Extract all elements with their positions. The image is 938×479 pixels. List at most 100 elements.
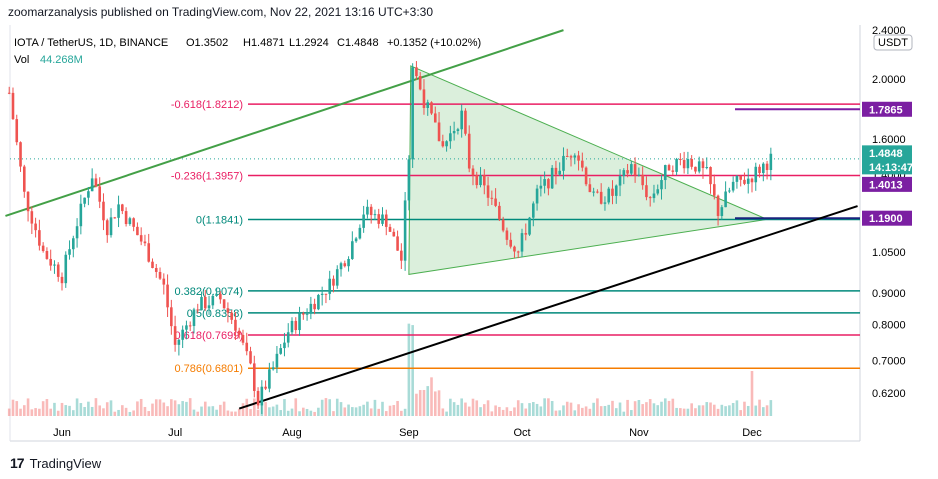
candle-body [332,278,335,286]
candle-body [697,161,701,172]
volume-bar [154,399,158,416]
volume-bar [290,408,294,416]
candle-body [437,122,441,142]
volume-bar [332,411,335,416]
volume-bar [222,401,226,416]
candle-body [592,191,595,193]
volume-bar [49,408,52,416]
volume-bar [532,402,535,416]
price-tick-label: 2.0000 [872,74,906,86]
candle-body [754,166,758,183]
volume-bar [109,400,113,416]
volume-bar [524,408,528,416]
fib-level-label: 0.786(0.6801) [175,363,244,375]
candle-body [305,313,309,315]
volume-bar [754,405,758,416]
volume-bar [622,411,626,416]
volume-bar [181,401,184,416]
candle-body [56,264,60,277]
candle-body [75,226,79,239]
candle-body [411,67,414,160]
volume-bar [735,400,739,416]
candle-body [366,206,369,215]
candle-body [351,241,354,259]
time-axis: Jun Jul Aug Sep Oct Nov Dec [53,427,762,439]
candles [7,61,773,415]
candle-body [136,226,139,236]
volume-bar [724,406,727,416]
volume-bar [746,405,750,416]
volume-bar [660,401,663,416]
volume-bar [335,398,339,416]
legend-change: +0.1352 (+10.02%) [387,37,481,49]
symmetrical-triangle [408,65,769,275]
candle-body [535,188,539,204]
volume-bar [581,407,584,416]
volume-bar [686,408,690,416]
candle-body [237,330,241,335]
candle-body [290,320,294,333]
candle-body [569,156,573,158]
candle-body [45,250,49,259]
candle-body [460,110,463,130]
candle-body [746,178,750,184]
volume-bar [45,399,49,416]
volume-bars [7,323,773,416]
volume-bar [38,408,41,416]
volume-bar [716,408,720,416]
volume-bar [366,401,369,416]
candle-body [520,233,524,252]
volume-bar [498,406,501,416]
candle-body [109,217,113,236]
candle-body [313,303,316,310]
volume-bar [565,401,569,416]
candle-body [735,175,739,182]
price-badge-label: 1.4013 [869,179,903,191]
candle-body [234,319,237,331]
candle-body [302,313,305,315]
candle-body [268,369,271,389]
legend-high: H1.4871 [243,37,285,49]
candle-body [373,214,377,216]
candle-body [528,217,531,235]
candle-body [554,167,558,175]
volume-bar [219,404,222,416]
volume-bar [279,410,282,416]
volume-bar [234,411,237,416]
candle-body [38,230,41,246]
volume-bar [690,403,693,416]
volume-bar [433,391,437,416]
candle-body [200,296,203,311]
candle-body [121,204,124,212]
candle-body [415,67,418,77]
volume-bar [403,408,407,416]
candle-body [339,263,343,270]
volume-bar [645,402,648,416]
candle-body [139,235,143,242]
candle-body [102,201,105,221]
legend-volume-value: 44.268M [40,54,83,66]
volume-bar [392,405,396,416]
candle-body [494,198,497,206]
volume-bar [437,390,441,416]
candle-body [264,386,267,389]
volume-bar [268,407,271,416]
candle-body [648,197,652,199]
candle-body [762,163,765,174]
volume-bar [520,403,524,416]
volume-bar [136,401,139,416]
triangle-pattern [408,65,769,275]
volume-bar [577,404,580,416]
footer-brand[interactable]: 17 TradingView [10,455,101,471]
volume-bar [203,401,207,416]
candle-body [196,309,200,311]
volume-bar [516,400,520,416]
candle-body [279,348,282,354]
candle-body [170,307,173,327]
candle-body [381,214,384,224]
currency-badge[interactable] [873,34,913,51]
volume-bar [94,398,98,416]
candle-body [128,218,132,225]
volume-bar [739,410,742,416]
